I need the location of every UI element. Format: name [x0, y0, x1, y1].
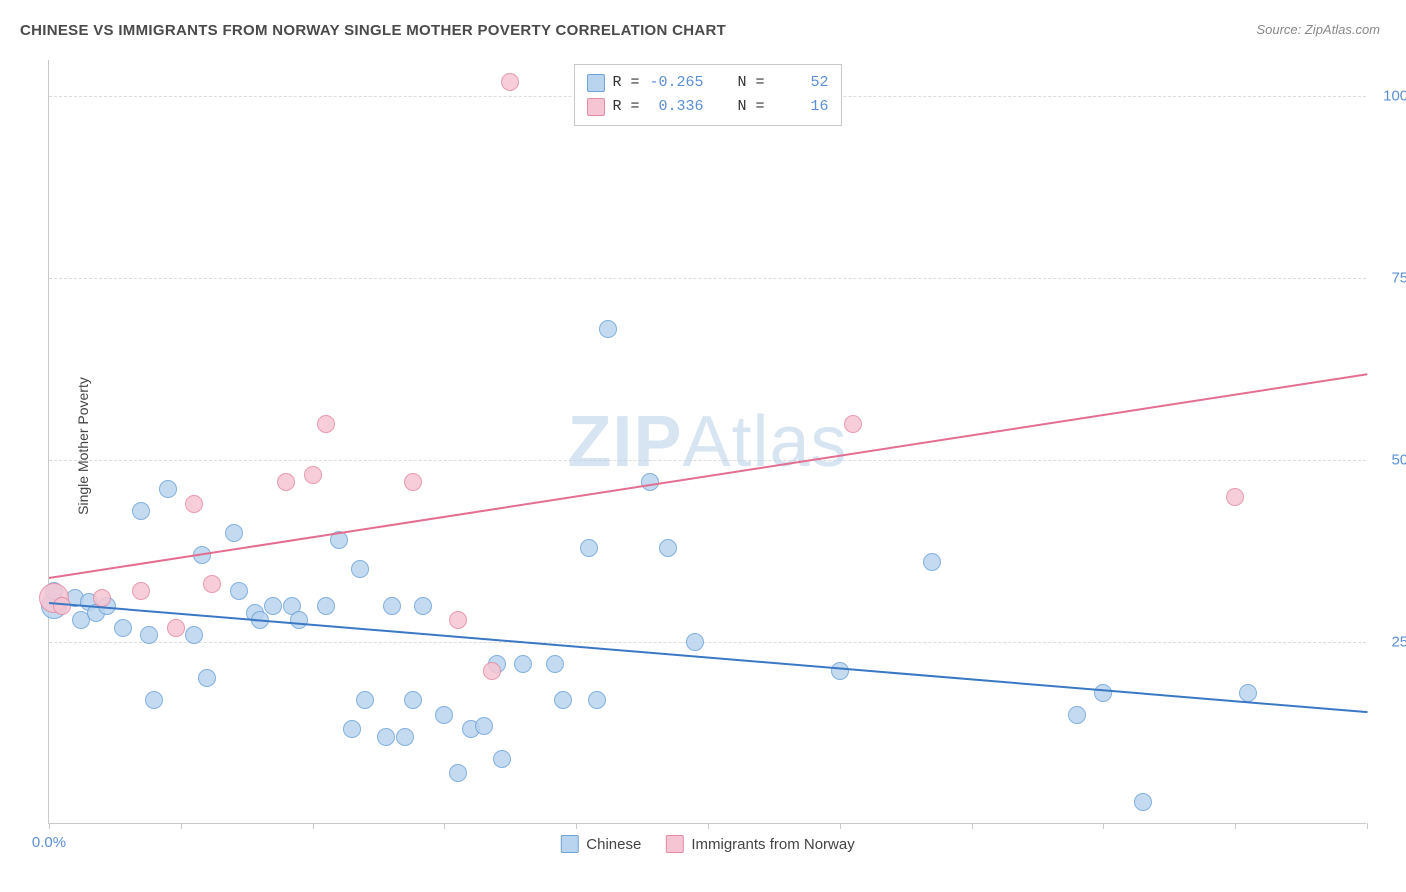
legend-r-label: R =: [612, 71, 639, 95]
point-chinese: [145, 691, 163, 709]
y-tick-label: 100.0%: [1383, 88, 1406, 105]
source-attribution: Source: ZipAtlas.com: [1256, 22, 1380, 37]
point-chinese: [264, 597, 282, 615]
legend-swatch: [586, 74, 604, 92]
legend-series-label: Chinese: [586, 836, 641, 853]
point-chinese: [1068, 706, 1086, 724]
legend-series-item: Immigrants from Norway: [665, 835, 854, 853]
x-tick: [181, 823, 182, 829]
legend-stat-row: R = -0.265 N = 52: [586, 71, 828, 95]
point-chinese: [514, 655, 532, 673]
point-norway: [1226, 488, 1244, 506]
point-norway: [404, 473, 422, 491]
point-chinese: [140, 626, 158, 644]
x-tick: [840, 823, 841, 829]
point-chinese: [1134, 793, 1152, 811]
legend-swatch: [560, 835, 578, 853]
y-tick-label: 50.0%: [1391, 452, 1406, 469]
point-chinese: [686, 633, 704, 651]
legend-series-label: Immigrants from Norway: [691, 836, 854, 853]
legend-swatch: [665, 835, 683, 853]
point-chinese: [493, 750, 511, 768]
point-chinese: [1094, 684, 1112, 702]
point-chinese: [198, 669, 216, 687]
legend-n-label: N =: [738, 95, 765, 119]
x-tick: [1235, 823, 1236, 829]
point-norway: [483, 662, 501, 680]
gridline-h: [49, 278, 1366, 279]
point-chinese: [290, 611, 308, 629]
point-chinese: [659, 539, 677, 557]
point-chinese: [225, 524, 243, 542]
point-chinese: [159, 480, 177, 498]
point-norway: [449, 611, 467, 629]
legend-r-label: R =: [612, 95, 639, 119]
x-tick: [313, 823, 314, 829]
series-legend: Chinese Immigrants from Norway: [560, 835, 854, 853]
point-norway: [203, 575, 221, 593]
legend-swatch: [586, 98, 604, 116]
point-norway: [844, 415, 862, 433]
point-chinese: [396, 728, 414, 746]
point-chinese: [435, 706, 453, 724]
legend-n-value: 16: [773, 95, 829, 119]
point-norway: [317, 415, 335, 433]
point-chinese: [588, 691, 606, 709]
watermark-text: ZIPAtlas: [567, 401, 847, 483]
watermark-light: Atlas: [682, 402, 847, 482]
legend-r-value: 0.336: [647, 95, 703, 119]
legend-n-value: 52: [773, 71, 829, 95]
x-tick: [972, 823, 973, 829]
point-chinese: [317, 597, 335, 615]
point-chinese: [475, 717, 493, 735]
point-norway: [167, 619, 185, 637]
x-tick: [1103, 823, 1104, 829]
point-chinese: [377, 728, 395, 746]
x-tick: [49, 823, 50, 829]
point-chinese: [383, 597, 401, 615]
gridline-h: [49, 460, 1366, 461]
point-norway: [93, 589, 111, 607]
plot-area: ZIPAtlas R =-0.265 N =52R =0.336 N =16 C…: [48, 60, 1366, 824]
legend-r-value: -0.265: [647, 71, 703, 95]
point-chinese: [356, 691, 374, 709]
point-chinese: [580, 539, 598, 557]
point-chinese: [132, 502, 150, 520]
point-norway: [304, 466, 322, 484]
point-chinese: [599, 320, 617, 338]
watermark-bold: ZIP: [567, 402, 682, 482]
x-tick-label: 0.0%: [32, 834, 66, 851]
point-chinese: [230, 582, 248, 600]
point-chinese: [923, 553, 941, 571]
point-norway: [277, 473, 295, 491]
point-chinese: [185, 626, 203, 644]
x-tick: [444, 823, 445, 829]
point-chinese: [351, 560, 369, 578]
point-chinese: [554, 691, 572, 709]
trendline-chinese: [49, 602, 1367, 713]
point-chinese: [414, 597, 432, 615]
point-chinese: [1239, 684, 1257, 702]
legend-stat-row: R = 0.336 N = 16: [586, 95, 828, 119]
x-tick: [576, 823, 577, 829]
point-norway: [501, 73, 519, 91]
point-norway: [185, 495, 203, 513]
point-chinese: [404, 691, 422, 709]
point-chinese: [831, 662, 849, 680]
point-norway: [132, 582, 150, 600]
point-chinese: [114, 619, 132, 637]
point-chinese: [546, 655, 564, 673]
chart-title: CHINESE VS IMMIGRANTS FROM NORWAY SINGLE…: [20, 22, 726, 39]
y-tick-label: 75.0%: [1391, 270, 1406, 287]
point-chinese: [343, 720, 361, 738]
gridline-h: [49, 642, 1366, 643]
x-tick: [708, 823, 709, 829]
legend-series-item: Chinese: [560, 835, 641, 853]
trendline-norway: [49, 373, 1367, 579]
point-chinese: [449, 764, 467, 782]
legend-n-label: N =: [738, 71, 765, 95]
y-tick-label: 25.0%: [1391, 634, 1406, 651]
correlation-legend: R = -0.265 N = 52 R = 0.336 N = 16: [573, 64, 841, 126]
x-tick: [1367, 823, 1368, 829]
